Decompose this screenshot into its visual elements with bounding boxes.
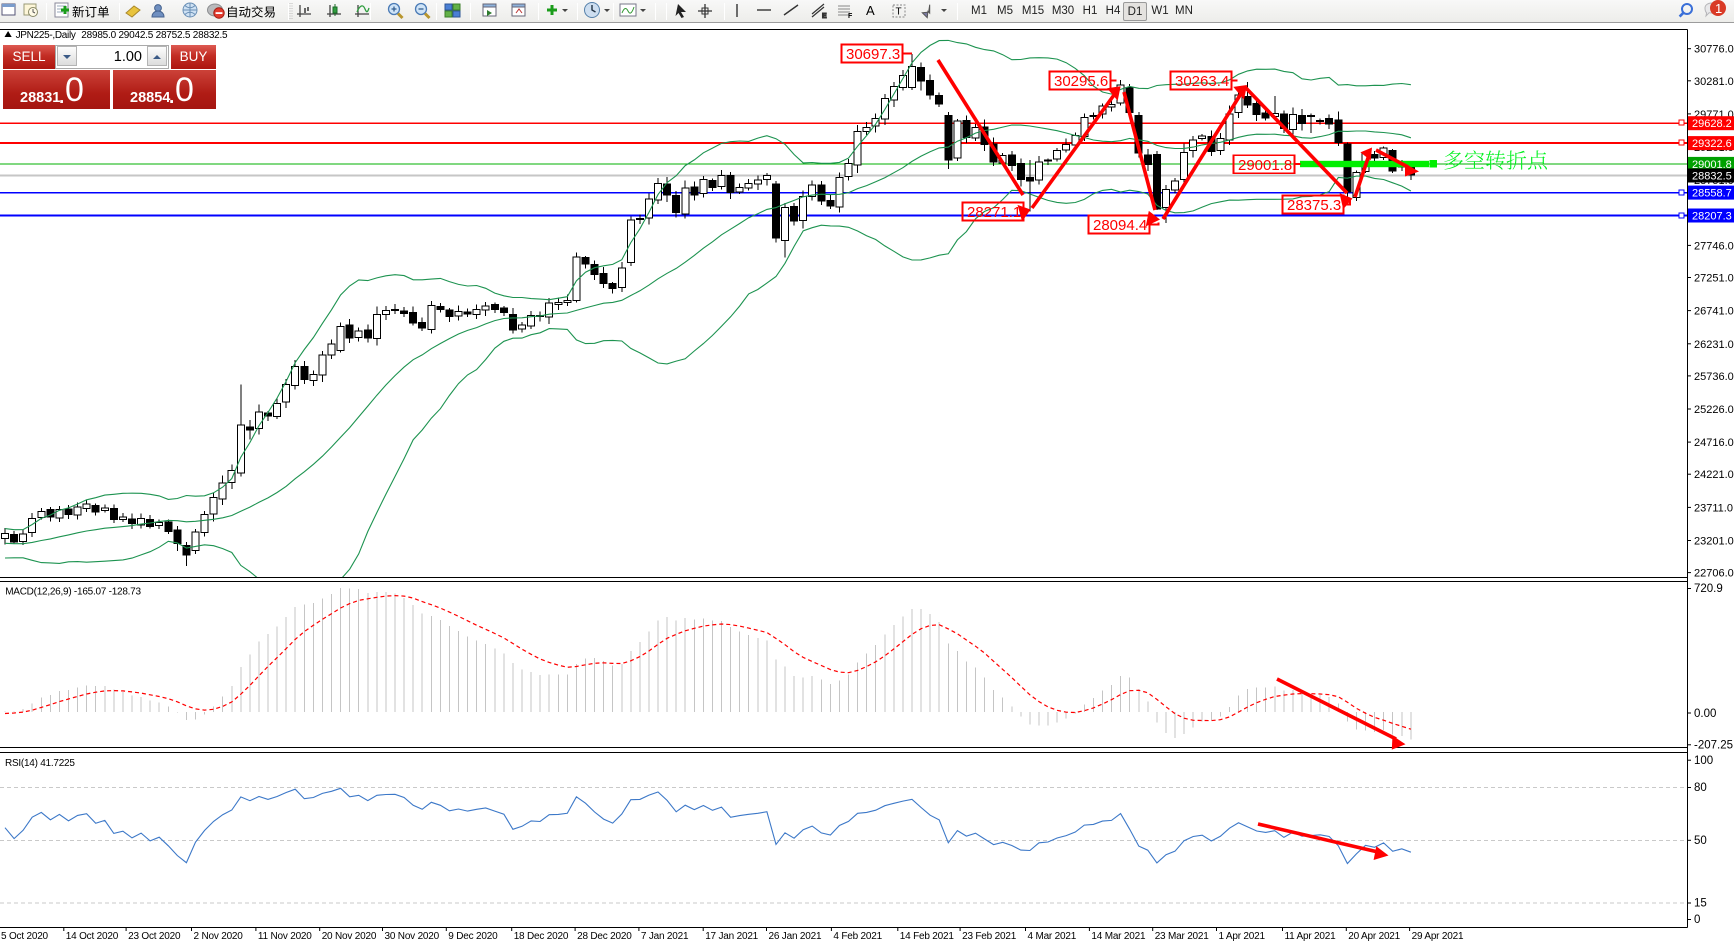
svg-text:22706.0: 22706.0 bbox=[1694, 568, 1734, 580]
svg-text:50: 50 bbox=[1694, 835, 1707, 847]
svg-text:18 Dec 2020: 18 Dec 2020 bbox=[514, 931, 569, 942]
svg-text:RSI(14) 41.7225: RSI(14) 41.7225 bbox=[5, 758, 75, 769]
svg-text:23 Oct 2020: 23 Oct 2020 bbox=[128, 931, 181, 942]
svg-text:20 Nov 2020: 20 Nov 2020 bbox=[322, 931, 377, 942]
svg-text:29628.2: 29628.2 bbox=[1692, 118, 1732, 130]
svg-text:25736.0: 25736.0 bbox=[1694, 371, 1734, 383]
svg-text:29001.8: 29001.8 bbox=[1692, 159, 1732, 171]
svg-text:28 Dec 2020: 28 Dec 2020 bbox=[577, 931, 632, 942]
svg-text:100: 100 bbox=[1694, 755, 1713, 767]
svg-text:F: F bbox=[848, 13, 853, 20]
svg-text:29 Apr 2021: 29 Apr 2021 bbox=[1412, 931, 1464, 942]
svg-text:-207.25: -207.25 bbox=[1694, 740, 1733, 752]
svg-text:23 Mar 2021: 23 Mar 2021 bbox=[1155, 931, 1210, 942]
svg-text:0: 0 bbox=[1694, 914, 1700, 926]
svg-text:1: 1 bbox=[1715, 1, 1722, 16]
svg-text:E: E bbox=[822, 13, 827, 20]
svg-text:29001.8: 29001.8 bbox=[1238, 157, 1292, 174]
svg-text:25226.0: 25226.0 bbox=[1694, 404, 1734, 416]
svg-text:27746.0: 27746.0 bbox=[1694, 240, 1734, 252]
svg-text:28832.5: 28832.5 bbox=[1692, 171, 1732, 183]
svg-text:26741.0: 26741.0 bbox=[1694, 306, 1734, 318]
svg-text:28094.4: 28094.4 bbox=[1093, 217, 1147, 234]
svg-text:23711.0: 23711.0 bbox=[1694, 502, 1733, 514]
svg-text:23 Feb 2021: 23 Feb 2021 bbox=[962, 931, 1017, 942]
svg-text:29322.6: 29322.6 bbox=[1692, 138, 1732, 150]
svg-text:30697.3: 30697.3 bbox=[846, 46, 900, 63]
svg-text:30263.4: 30263.4 bbox=[1175, 73, 1229, 90]
svg-text:28375.3: 28375.3 bbox=[1287, 197, 1341, 214]
svg-text:28558.7: 28558.7 bbox=[1692, 188, 1732, 200]
svg-text:7 Jan 2021: 7 Jan 2021 bbox=[641, 931, 689, 942]
svg-text:11 Nov 2020: 11 Nov 2020 bbox=[258, 931, 312, 942]
svg-text:15: 15 bbox=[1694, 898, 1707, 910]
svg-text:2 Nov 2020: 2 Nov 2020 bbox=[194, 931, 244, 942]
svg-text:JPN225-,Daily: JPN225-,Daily bbox=[16, 30, 76, 41]
svg-text:26 Jan 2021: 26 Jan 2021 bbox=[769, 931, 822, 942]
svg-text:720.9: 720.9 bbox=[1694, 583, 1723, 595]
svg-text:24716.0: 24716.0 bbox=[1694, 437, 1734, 449]
svg-text:23201.0: 23201.0 bbox=[1694, 536, 1734, 548]
svg-text:28207.3: 28207.3 bbox=[1692, 211, 1732, 223]
svg-text:27251.0: 27251.0 bbox=[1694, 273, 1734, 285]
svg-text:4 Feb 2021: 4 Feb 2021 bbox=[833, 931, 882, 942]
svg-text:17 Jan 2021: 17 Jan 2021 bbox=[705, 931, 758, 942]
svg-text:30281.0: 30281.0 bbox=[1694, 76, 1734, 88]
svg-text:A: A bbox=[866, 3, 875, 18]
svg-text:26231.0: 26231.0 bbox=[1694, 339, 1734, 351]
svg-text:5 Oct 2020: 5 Oct 2020 bbox=[1, 931, 49, 942]
svg-text:14 Mar 2021: 14 Mar 2021 bbox=[1091, 931, 1146, 942]
svg-text:T: T bbox=[896, 7, 902, 18]
svg-text:20 Apr 2021: 20 Apr 2021 bbox=[1348, 931, 1400, 942]
svg-text:14 Oct 2020: 14 Oct 2020 bbox=[66, 931, 119, 942]
svg-text:0.00: 0.00 bbox=[1694, 708, 1716, 720]
svg-text:14 Feb 2021: 14 Feb 2021 bbox=[900, 931, 955, 942]
svg-text:1 Apr 2021: 1 Apr 2021 bbox=[1219, 931, 1266, 942]
svg-text:30 Nov 2020: 30 Nov 2020 bbox=[385, 931, 440, 942]
svg-text:MACD(12,26,9) -165.07 -128.73: MACD(12,26,9) -165.07 -128.73 bbox=[5, 587, 141, 598]
svg-text:30295.6: 30295.6 bbox=[1054, 73, 1108, 90]
svg-text:28271.1: 28271.1 bbox=[967, 204, 1021, 221]
svg-text:80: 80 bbox=[1694, 782, 1707, 794]
svg-text:24221.0: 24221.0 bbox=[1694, 469, 1734, 481]
svg-text:9 Dec 2020: 9 Dec 2020 bbox=[448, 931, 498, 942]
svg-text:30776.0: 30776.0 bbox=[1694, 44, 1734, 56]
svg-text:4 Mar 2021: 4 Mar 2021 bbox=[1028, 931, 1077, 942]
svg-text:11 Apr 2021: 11 Apr 2021 bbox=[1285, 931, 1337, 942]
svg-text:28985.0 29042.5 28752.5 28832.: 28985.0 29042.5 28752.5 28832.5 bbox=[81, 30, 228, 41]
